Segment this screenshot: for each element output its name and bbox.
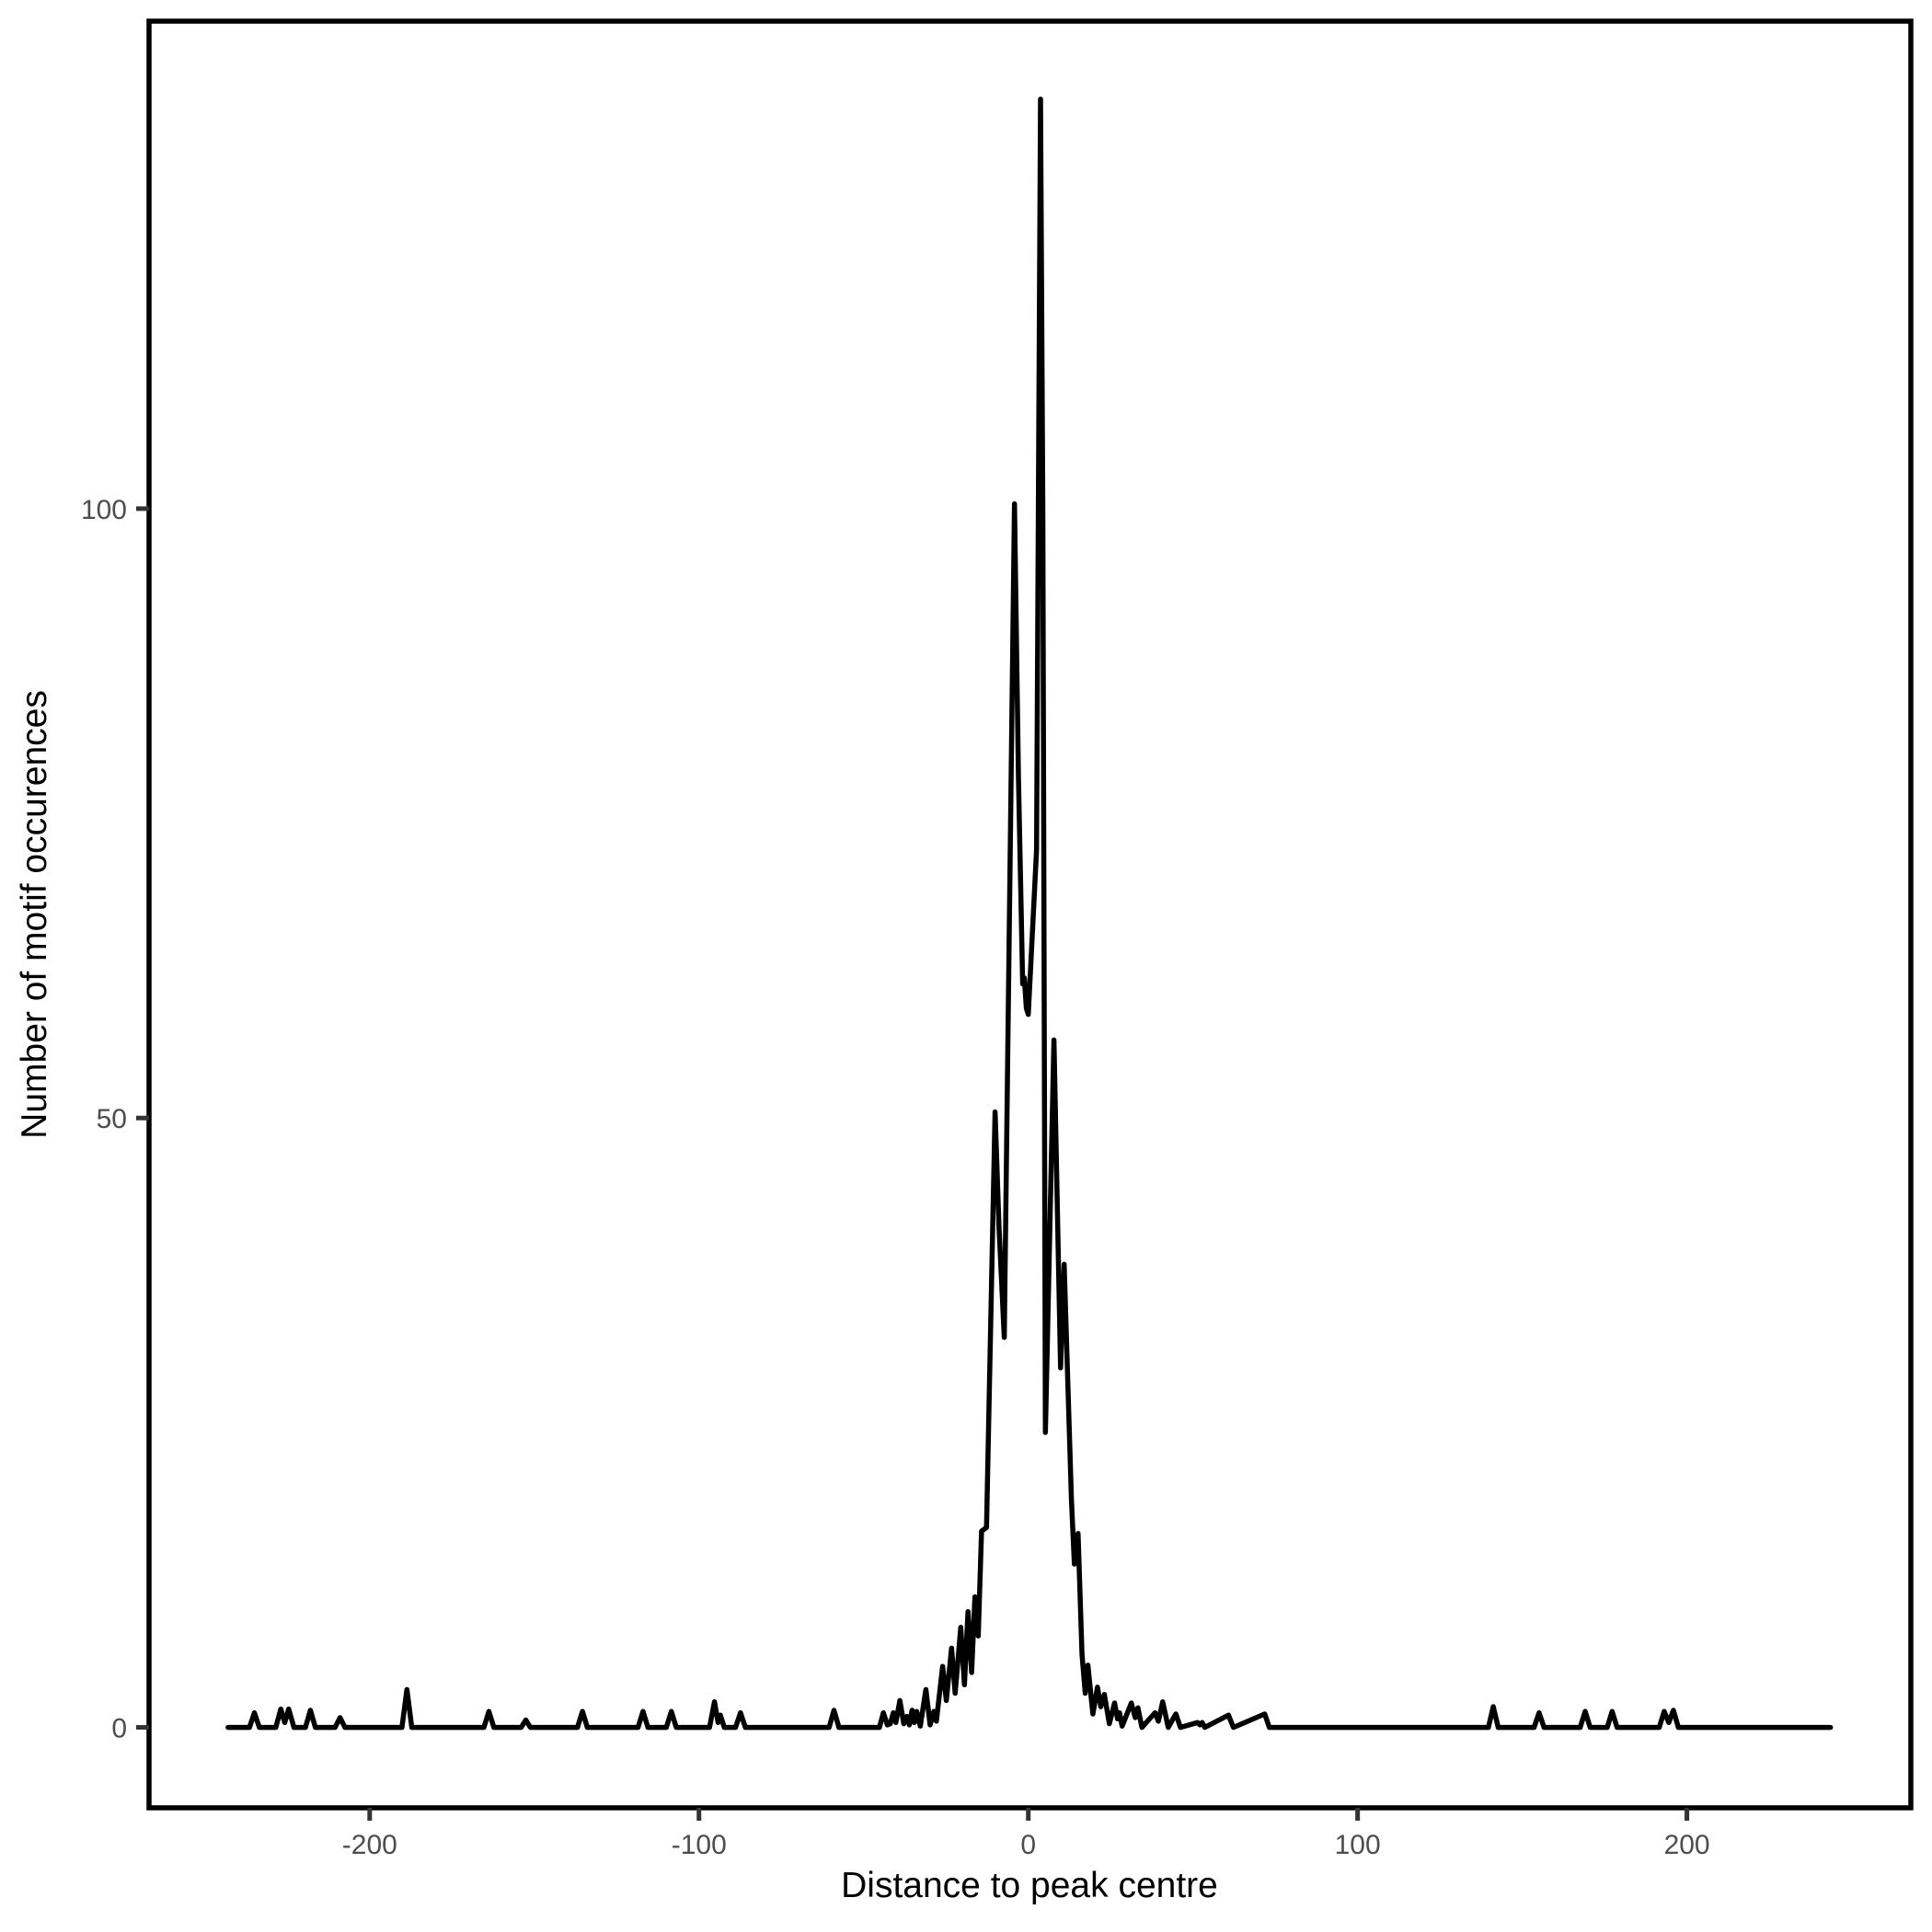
y-axis-title: Number of motif occurences — [15, 690, 54, 1139]
axis-tick-labels: -200 -100 0 100 200 0 50 100 — [81, 495, 1710, 1860]
x-tick-label-2: 0 — [1020, 1830, 1036, 1860]
axis-tick-marks — [136, 506, 1690, 1821]
x-tick-label-0: -200 — [342, 1830, 397, 1860]
y-tick-label-1: 50 — [97, 1104, 127, 1134]
x-tick-label-1: -100 — [672, 1830, 727, 1860]
data-line — [225, 97, 1834, 1731]
x-tick-label-4: 200 — [1664, 1830, 1710, 1860]
y-tick-label-2: 100 — [81, 495, 127, 525]
y-tick-label-0: 0 — [111, 1714, 127, 1744]
x-axis-title: Distance to peak centre — [841, 1866, 1218, 1905]
x-tick-label-3: 100 — [1335, 1830, 1381, 1860]
panel-border — [146, 18, 1914, 1811]
